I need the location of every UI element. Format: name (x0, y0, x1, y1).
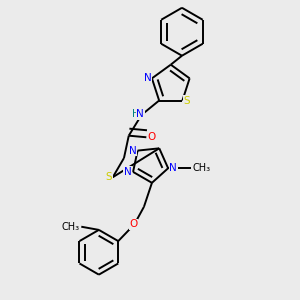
Text: H: H (132, 109, 140, 119)
Text: N: N (124, 167, 132, 177)
Text: S: S (105, 172, 112, 182)
Text: S: S (183, 95, 190, 106)
Text: O: O (130, 219, 138, 230)
Text: N: N (169, 163, 177, 173)
Text: N: N (136, 109, 144, 119)
Text: CH₃: CH₃ (61, 222, 80, 232)
Text: O: O (148, 132, 156, 142)
Text: CH₃: CH₃ (192, 163, 210, 173)
Text: N: N (144, 74, 152, 83)
Text: N: N (129, 146, 136, 156)
